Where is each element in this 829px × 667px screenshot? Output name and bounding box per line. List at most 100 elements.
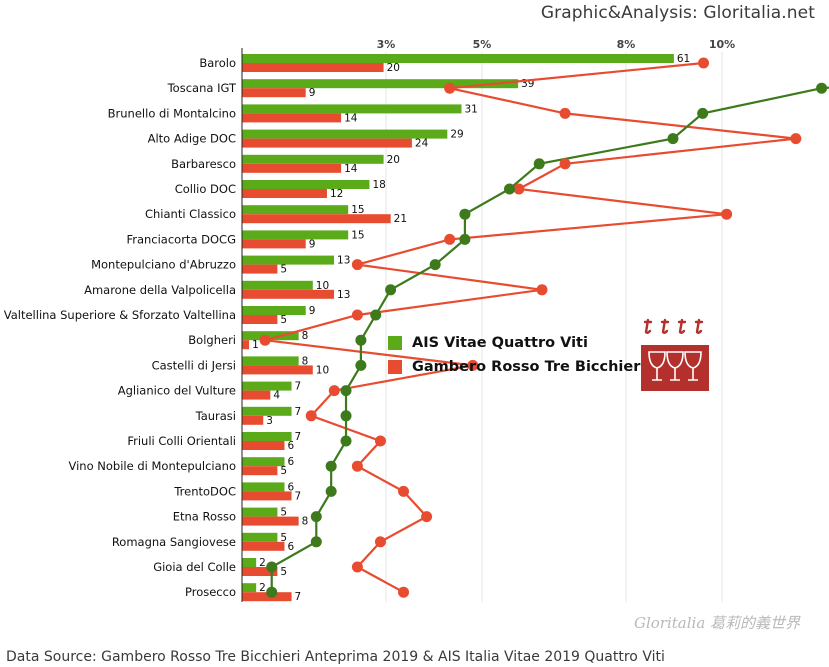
data-label-ais: 15 xyxy=(351,229,364,241)
share-point-gr xyxy=(305,410,317,422)
data-label-ais: 5 xyxy=(280,532,287,544)
credit-text: Graphic&Analysis: Gloritalia.net xyxy=(540,3,815,23)
share-point-gr xyxy=(536,284,548,296)
share-point-gr xyxy=(374,435,386,447)
bar-gr xyxy=(242,315,278,324)
category-label: Valtellina Superiore & Sforzato Valtelli… xyxy=(4,308,236,322)
bar-gr xyxy=(242,239,306,249)
data-label-gr: 5 xyxy=(280,314,287,326)
data-label-gr: 7 xyxy=(295,591,302,603)
bar-gr xyxy=(242,567,278,576)
data-label-gr: 5 xyxy=(280,264,287,276)
share-point-ais xyxy=(370,309,382,321)
category-label: Aglianico del Vulture xyxy=(118,384,236,398)
data-label-ais: 15 xyxy=(351,204,364,216)
share-point-gr xyxy=(259,334,271,346)
bar-ais xyxy=(242,306,306,315)
category-label: Prosecco xyxy=(185,585,236,599)
share-point-gr xyxy=(328,385,340,397)
bar-ais xyxy=(242,507,278,517)
category-label: Collio DOC xyxy=(175,182,236,196)
data-label-gr: 9 xyxy=(309,238,316,250)
share-point-gr xyxy=(467,359,479,371)
bar-gr xyxy=(242,289,335,299)
bar-ais xyxy=(242,104,462,114)
bar-gr xyxy=(242,592,292,602)
share-point-ais xyxy=(340,435,352,447)
data-label-gr: 6 xyxy=(287,440,294,452)
data-label-ais: 7 xyxy=(295,381,302,393)
data-label-gr: 12 xyxy=(330,188,343,200)
bar-ais xyxy=(242,280,313,290)
share-point-ais xyxy=(310,536,322,548)
bar-gr xyxy=(242,441,285,450)
share-point-ais xyxy=(816,82,828,94)
data-label-gr: 5 xyxy=(280,465,287,477)
category-label: Chianti Classico xyxy=(145,207,236,221)
bar-ais xyxy=(242,558,257,567)
data-label-gr: 4 xyxy=(273,390,280,402)
legend-swatch-gr xyxy=(388,360,402,374)
category-label: Toscana IGT xyxy=(167,81,237,95)
bar-ais xyxy=(242,79,519,89)
data-label-gr: 1 xyxy=(252,339,259,351)
share-point-gr xyxy=(513,183,525,195)
bar-ais xyxy=(242,154,384,164)
data-label-gr: 9 xyxy=(309,87,316,99)
bar-ais xyxy=(242,54,674,63)
bar-gr xyxy=(242,365,313,375)
bar-ais xyxy=(242,381,292,391)
legend-swatch-ais xyxy=(388,336,402,350)
share-point-ais xyxy=(266,561,278,573)
category-label: Etna Rosso xyxy=(173,510,236,524)
data-label-ais: 13 xyxy=(337,255,350,267)
share-point-gr xyxy=(444,82,456,94)
data-label-ais: 6 xyxy=(287,481,294,493)
category-label: Montepulciano d'Abruzzo xyxy=(91,258,236,272)
share-point-gr xyxy=(351,460,363,472)
legend-item-gr: Gambero Rosso Tre Bicchieri xyxy=(388,355,645,379)
data-label-ais: 7 xyxy=(295,431,302,443)
share-lines xyxy=(259,57,829,598)
legend-label-gr: Gambero Rosso Tre Bicchieri xyxy=(412,359,646,375)
share-point-ais xyxy=(533,158,545,170)
data-label-ais: 20 xyxy=(387,154,400,166)
data-label-ais: 18 xyxy=(372,179,385,191)
bar-ais xyxy=(242,356,299,366)
share-point-ais xyxy=(340,385,352,397)
bar-gr xyxy=(242,390,271,400)
data-label-ais: 5 xyxy=(280,507,287,519)
data-label-gr: 8 xyxy=(302,516,309,528)
data-label-gr: 21 xyxy=(394,213,407,225)
data-label-gr: 7 xyxy=(295,490,302,502)
bar-gr xyxy=(242,264,278,274)
share-point-ais xyxy=(503,183,515,195)
data-label-ais: 6 xyxy=(287,456,294,468)
share-point-ais xyxy=(667,133,679,145)
bar-ais xyxy=(242,205,349,215)
data-label-gr: 6 xyxy=(287,541,294,553)
share-point-gr xyxy=(351,259,363,271)
data-label-gr: 13 xyxy=(337,289,350,301)
data-label-gr: 3 xyxy=(266,415,273,427)
share-tick-label: 8% xyxy=(617,38,636,51)
bar-ais xyxy=(242,255,335,265)
share-point-ais xyxy=(340,410,352,422)
data-label-ais: 61 xyxy=(677,53,690,65)
data-label-ais: 2 xyxy=(259,582,266,594)
share-point-ais xyxy=(459,233,471,245)
top-axis-ticks: 3% 5% 8% 10% xyxy=(377,38,736,51)
bar-ais xyxy=(242,482,285,492)
share-point-gr xyxy=(559,158,571,170)
share-point-gr xyxy=(444,233,456,245)
share-point-gr xyxy=(398,586,410,598)
share-point-gr xyxy=(351,309,363,321)
share-point-gr xyxy=(698,57,710,69)
bar-ais xyxy=(242,432,292,441)
share-line-ais xyxy=(270,86,829,593)
share-point-ais xyxy=(325,460,337,472)
source-note: Data Source: Gambero Rosso Tre Bicchieri… xyxy=(6,649,665,665)
legend: AIS Vitae Quattro Viti Gambero Rosso Tre… xyxy=(388,331,645,379)
category-label: Bolgheri xyxy=(188,333,236,347)
category-label: Vino Nobile di Montepulciano xyxy=(68,459,236,473)
